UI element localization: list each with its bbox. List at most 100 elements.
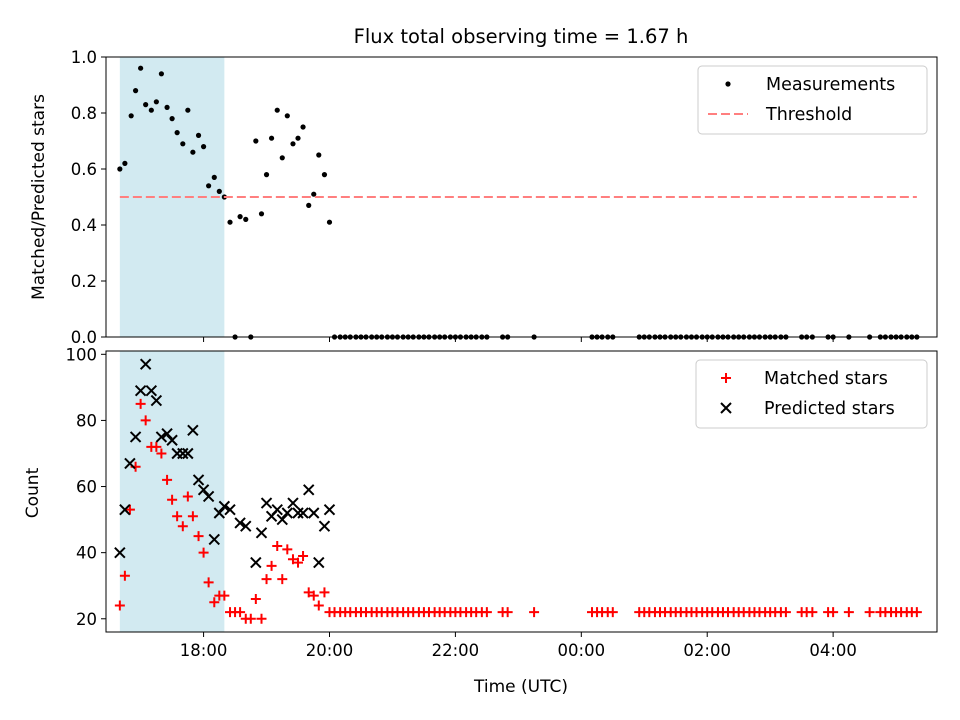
measurement-point	[316, 152, 322, 158]
predicted-point	[213, 507, 226, 519]
measurement-point	[290, 141, 296, 147]
measurement-point	[237, 214, 243, 220]
measurement-point	[321, 172, 328, 178]
measurement-point	[274, 107, 280, 113]
matched-point	[481, 607, 492, 618]
y-tick-label: 20	[76, 610, 97, 629]
bottom-legend: Matched stars Predicted stars	[695, 359, 928, 429]
measurement-point	[253, 138, 259, 144]
legend-label: Threshold	[765, 105, 852, 125]
measurement-point	[211, 174, 217, 180]
measurement-point	[206, 183, 212, 189]
matched-point	[156, 448, 167, 459]
predicted-point	[297, 507, 309, 519]
predicted-point	[255, 527, 268, 539]
measurement-point	[284, 113, 290, 119]
measurement-point	[216, 188, 222, 194]
predicted-point	[145, 384, 158, 397]
x-tick-label: 20:00	[306, 641, 354, 660]
top-axes-frame	[105, 56, 938, 338]
matched-point	[198, 547, 209, 558]
predicted-point	[287, 497, 299, 509]
bottom-marks	[114, 358, 922, 624]
y-tick-label: 40	[76, 544, 97, 563]
matched-point	[319, 587, 330, 598]
bottom-shaded-interval	[119, 351, 225, 632]
predicted-point	[260, 497, 273, 509]
y-tick-label: 0.6	[71, 160, 97, 179]
matched-point	[303, 587, 314, 598]
y-tick-label: 0.8	[71, 104, 97, 123]
predicted-point	[250, 556, 262, 569]
measurement-point	[174, 130, 180, 136]
legend-swatch	[720, 402, 732, 414]
matched-point	[607, 607, 618, 618]
y-tick-label: 80	[76, 411, 97, 430]
matched-point	[261, 574, 272, 585]
matched-point	[828, 607, 839, 618]
y-tick-label: 0.4	[71, 216, 97, 235]
matched-point	[308, 590, 319, 601]
x-tick-label: 02:00	[683, 641, 731, 660]
measurement-point	[185, 107, 191, 113]
matched-point	[187, 511, 198, 522]
predicted-point	[161, 427, 173, 440]
matched-point	[529, 607, 540, 618]
measurement-point	[263, 172, 270, 178]
measurement-point	[132, 88, 139, 94]
predicted-point	[276, 513, 288, 526]
predicted-point	[177, 447, 189, 460]
legend-label: Measurements	[766, 75, 895, 95]
predicted-point	[308, 507, 320, 519]
matched-point	[250, 593, 261, 604]
matched-point	[203, 577, 214, 588]
measurement-point	[143, 102, 149, 108]
predicted-point	[150, 394, 163, 407]
measurement-point	[200, 144, 207, 150]
measurement-point	[117, 166, 123, 172]
matched-point	[162, 474, 173, 485]
bottom-panel: 20 40 60 80 100 18:00 20:00 22:00 00:00 02:00 04:0…	[23, 345, 938, 697]
x-tick-label: 00:00	[558, 641, 606, 660]
predicted-point	[134, 384, 147, 397]
matched-point	[119, 570, 130, 581]
y-tick-label: 100	[66, 345, 98, 364]
predicted-point	[202, 490, 215, 503]
x-tick-label: 18:00	[180, 641, 228, 660]
matched-point	[780, 607, 791, 618]
matched-point	[140, 415, 151, 426]
top-legend: Measurements Threshold	[697, 65, 928, 135]
measurement-point	[148, 107, 154, 113]
measurement-point	[164, 104, 170, 110]
matched-point	[313, 600, 324, 611]
matched-point	[807, 607, 818, 618]
matched-point	[843, 607, 854, 618]
measurement-point	[122, 160, 128, 166]
predicted-point	[323, 503, 336, 516]
legend-label: Predicted stars	[764, 399, 895, 419]
measurement-point	[190, 149, 196, 155]
measurement-point	[180, 141, 186, 147]
measurement-point	[295, 135, 301, 141]
matched-point	[219, 590, 230, 601]
matched-point	[167, 494, 178, 505]
matched-point	[124, 504, 135, 515]
predicted-point	[119, 503, 131, 516]
bottom-y-axis-label: Count	[23, 467, 43, 518]
top-ticks: 0.0 0.2 0.4 0.6 0.8 1.0	[71, 48, 834, 347]
top-panel: 0.0 0.2 0.4 0.6 0.8 1.0 Flux total observing …	[29, 25, 938, 347]
matched-point	[864, 607, 875, 618]
predicted-point	[139, 358, 152, 370]
y-tick-label: 0.0	[71, 328, 97, 347]
bottom-ticks: 20 40 60 80 100 18:00 20:00 22:00 00:00 02:00 04:0…	[66, 345, 857, 660]
legend-swatch	[721, 373, 731, 383]
predicted-point	[182, 447, 194, 460]
predicted-point	[292, 507, 304, 519]
matched-point	[151, 441, 162, 452]
measurement-point	[300, 124, 306, 130]
predicted-point	[271, 503, 283, 516]
matched-point	[272, 541, 283, 552]
matched-point	[911, 607, 922, 618]
matched-point	[193, 531, 204, 542]
